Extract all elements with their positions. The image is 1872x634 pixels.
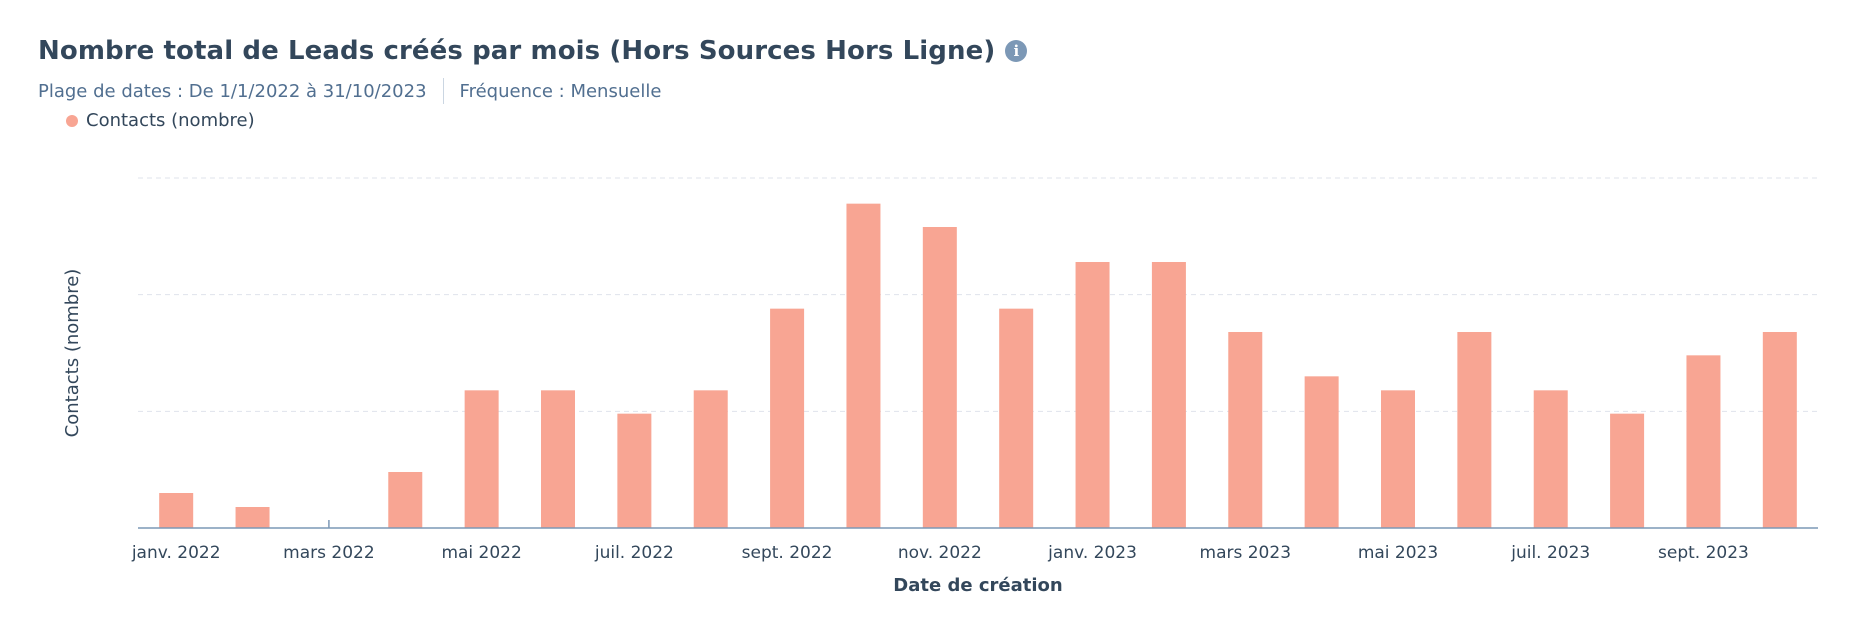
x-tick-label: sept. 2023 xyxy=(1658,543,1749,563)
x-tick-label: nov. 2022 xyxy=(898,543,982,563)
bar-mai-2023[interactable] xyxy=(1381,390,1415,528)
chart-legend[interactable]: Contacts (nombre) xyxy=(66,110,255,131)
x-tick-label: janv. 2023 xyxy=(1047,543,1137,563)
x-tick-labels: janv. 2022 mars 2022 mai 2022 juil. 2022 sep… xyxy=(131,543,1749,563)
chart-title: Nombre total de Leads créés par mois (Ho… xyxy=(38,36,996,66)
meta-divider xyxy=(442,78,444,104)
chart-title-row: Nombre total de Leads créés par mois (Ho… xyxy=(38,36,1028,66)
bar-ao-t-2022[interactable] xyxy=(693,390,728,528)
bar-janv-2022[interactable] xyxy=(159,493,194,528)
bar-f-vr-2023[interactable] xyxy=(1151,262,1186,528)
date-range: Plage de dates : De 1/1/2022 à 31/10/202… xyxy=(38,80,427,102)
bar-juin-2023[interactable] xyxy=(1457,332,1492,528)
x-tick-label: mars 2022 xyxy=(283,543,375,563)
x-tick-label: mai 2022 xyxy=(441,543,521,563)
x-tick-label: juil. 2023 xyxy=(1510,543,1590,563)
bar-oct-2022[interactable] xyxy=(846,203,881,528)
bars xyxy=(159,203,1797,528)
bar-sept-2023[interactable] xyxy=(1686,355,1721,528)
bar-avr-2022[interactable] xyxy=(388,472,423,528)
bar-juil-2022[interactable] xyxy=(617,413,652,528)
bar-f-vr-2022[interactable] xyxy=(235,507,270,528)
legend-swatch xyxy=(66,114,78,127)
bar-juin-2022[interactable] xyxy=(541,390,575,528)
x-tick-label: mars 2023 xyxy=(1200,543,1292,563)
bar-oct-2023[interactable] xyxy=(1762,332,1797,528)
bar-sept-2022[interactable] xyxy=(770,308,805,528)
grid-lines xyxy=(138,177,1818,412)
bar-mars-2023[interactable] xyxy=(1228,332,1263,528)
x-tick-label: sept. 2022 xyxy=(742,543,833,563)
frequency: Fréquence : Mensuelle xyxy=(459,80,662,102)
report-meta: Plage de dates : De 1/1/2022 à 31/10/202… xyxy=(38,78,661,104)
bar-avr-2023[interactable] xyxy=(1304,376,1339,528)
x-tick-label: janv. 2022 xyxy=(131,543,221,563)
x-axis-title: Date de création xyxy=(893,575,1062,596)
bar-d-c-2022[interactable] xyxy=(999,308,1034,528)
bar-janv-2023[interactable] xyxy=(1075,262,1110,528)
legend-label: Contacts (nombre) xyxy=(86,110,255,131)
bar-mai-2022[interactable] xyxy=(464,390,499,528)
x-tick-label: juil. 2022 xyxy=(594,543,674,563)
bar-ao-t-2023[interactable] xyxy=(1610,413,1645,528)
bar-juil-2023[interactable] xyxy=(1533,390,1568,528)
bar-nov-2022[interactable] xyxy=(922,227,957,528)
info-icon[interactable]: i xyxy=(1005,40,1028,62)
x-tick-label: mai 2023 xyxy=(1358,543,1438,563)
y-axis-title: Contacts (nombre) xyxy=(62,269,83,438)
